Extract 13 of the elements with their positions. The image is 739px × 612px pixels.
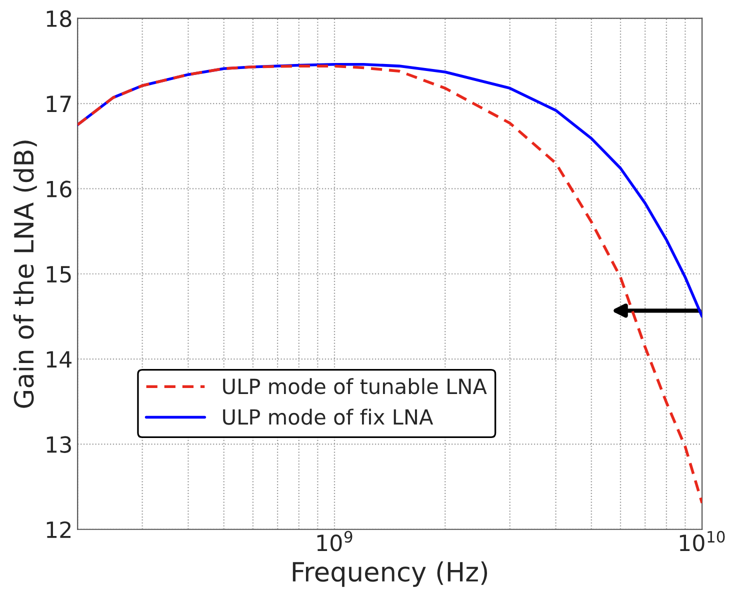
y-tick-label: 12 (46, 521, 71, 538)
x-axis-title: Frequency (Hz) (292, 561, 488, 587)
x-tick-label: 10$^{10}$ (680, 530, 725, 552)
legend-label: ULP mode of fix LNA (223, 408, 434, 425)
y-axis-title: Gain of the LNA (dB) (13, 140, 37, 408)
y-tick-label: 13 (46, 436, 71, 453)
x-tick-label: 10$^{9}$ (317, 530, 352, 552)
y-tick-label: 16 (46, 180, 72, 198)
y-tick-label: 15 (46, 266, 71, 283)
y-tick-label: 14 (46, 351, 72, 368)
y-tick-label: 18 (46, 10, 72, 28)
y-tick-label: 17 (46, 96, 71, 112)
legend-label: ULP mode of tunable LNA (223, 378, 487, 394)
